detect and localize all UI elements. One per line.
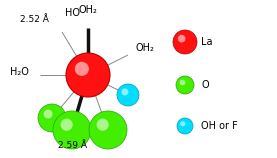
Circle shape bbox=[180, 121, 185, 126]
Text: OH₂: OH₂ bbox=[79, 5, 98, 15]
Circle shape bbox=[121, 88, 129, 95]
Circle shape bbox=[178, 35, 186, 43]
Text: HO: HO bbox=[65, 8, 80, 18]
Circle shape bbox=[53, 111, 91, 149]
Text: O: O bbox=[201, 80, 209, 90]
Text: 2.59 Å: 2.59 Å bbox=[58, 141, 86, 150]
Text: OH₂: OH₂ bbox=[135, 43, 154, 53]
Circle shape bbox=[66, 53, 110, 97]
Text: 2.52 Å: 2.52 Å bbox=[20, 15, 49, 24]
Circle shape bbox=[75, 62, 89, 76]
Circle shape bbox=[43, 110, 53, 118]
Circle shape bbox=[89, 111, 127, 149]
Circle shape bbox=[117, 84, 139, 106]
Circle shape bbox=[38, 104, 66, 132]
Circle shape bbox=[97, 119, 109, 131]
Text: H₂O: H₂O bbox=[10, 67, 29, 77]
Circle shape bbox=[176, 76, 194, 94]
Text: La: La bbox=[201, 37, 212, 47]
Circle shape bbox=[173, 30, 197, 54]
Circle shape bbox=[179, 80, 185, 85]
Circle shape bbox=[177, 118, 193, 134]
Circle shape bbox=[61, 119, 73, 131]
Text: OH or F: OH or F bbox=[201, 121, 238, 131]
